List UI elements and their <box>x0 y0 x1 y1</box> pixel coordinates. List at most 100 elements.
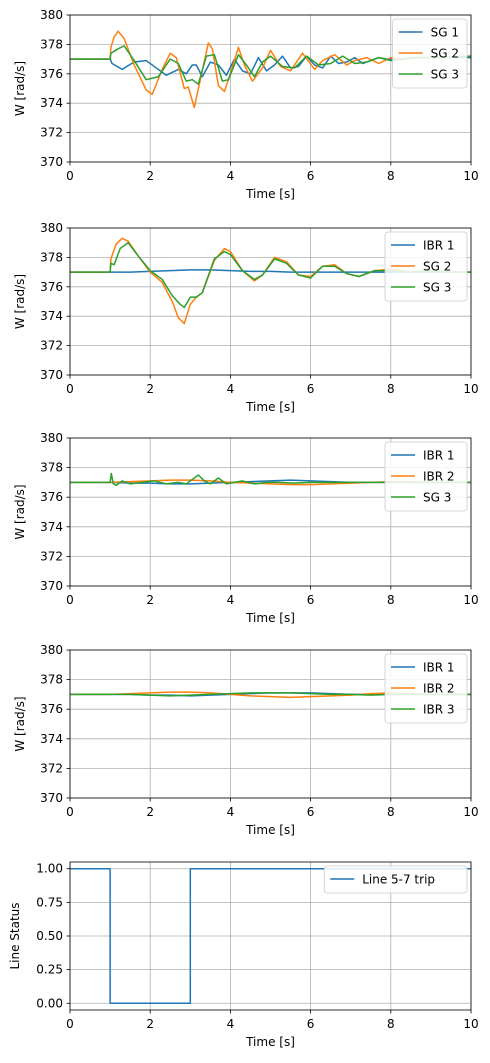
y-tick-label: 374 <box>40 520 63 534</box>
x-tick-label: 2 <box>146 382 154 396</box>
x-tick-label: 0 <box>66 169 74 183</box>
series-line-3 <box>70 45 471 85</box>
x-tick-label: 8 <box>387 805 395 819</box>
x-tick-label: 8 <box>387 382 395 396</box>
y-tick-label: 376 <box>40 67 63 81</box>
x-tick-label: 10 <box>463 169 478 183</box>
x-tick-label: 8 <box>387 169 395 183</box>
subplot-2: 0 2 4 6 8 10 370 372 374 376 378 380 Time [s] W [rad/… <box>13 221 479 414</box>
legend: SG 1 SG 2 SG 3 <box>392 18 468 89</box>
x-tick-label: 4 <box>227 593 235 607</box>
legend: Line 5-7 trip <box>323 865 468 894</box>
y-tick-label: 372 <box>40 126 63 140</box>
subplot-3: 0 2 4 6 8 10 370 372 374 376 378 380 Time [s] W [rad/… <box>13 431 479 625</box>
legend-box <box>384 231 468 302</box>
y-tick-label: 0.50 <box>36 929 63 943</box>
x-tick-label: 0 <box>66 382 74 396</box>
y-tick-label: 380 <box>40 8 63 22</box>
legend-label: Line 5-7 trip <box>362 873 435 887</box>
axes-frame <box>69 227 472 376</box>
axes-frame <box>69 649 472 799</box>
y-tick-label: 378 <box>40 673 63 687</box>
x-tick-label: 6 <box>307 805 315 819</box>
x-tick-label: 4 <box>227 1017 235 1031</box>
x-tick-label: 8 <box>387 1017 395 1031</box>
x-tick-label: 2 <box>146 169 154 183</box>
y-tick-label: 372 <box>40 549 63 563</box>
x-tick-label: 0 <box>66 1017 74 1031</box>
y-tick-label: 372 <box>40 761 63 775</box>
x-axis-label: Time [s] <box>245 823 295 837</box>
x-axis-label: Time [s] <box>245 611 295 625</box>
legend-label: IBR 1 <box>423 661 455 675</box>
axes-frame <box>69 14 472 163</box>
y-tick-label: 380 <box>40 221 63 235</box>
x-tick-label: 6 <box>307 1017 315 1031</box>
y-tick-label: 380 <box>40 431 63 445</box>
legend-label: IBR 2 <box>423 470 455 484</box>
x-tick-label: 10 <box>463 1017 478 1031</box>
y-axis-label: Line Status <box>8 902 22 969</box>
x-tick-label: 0 <box>66 593 74 607</box>
legend-box <box>384 441 468 512</box>
x-tick-label: 10 <box>463 593 478 607</box>
x-tick-label: 4 <box>227 805 235 819</box>
series-line-3 <box>70 472 471 487</box>
y-tick-label: 374 <box>40 96 63 110</box>
x-tick-label: 6 <box>307 382 315 396</box>
y-tick-label: 376 <box>40 280 63 294</box>
x-tick-label: 0 <box>66 805 74 819</box>
y-tick-label: 1.00 <box>36 862 63 876</box>
y-tick-label: 0.00 <box>36 996 63 1010</box>
subplot-4: 0 2 4 6 8 10 370 372 374 376 378 380 Time [s] W [rad/… <box>13 643 479 837</box>
x-tick-label: 2 <box>146 593 154 607</box>
legend-label: IBR 2 <box>423 682 455 696</box>
y-tick-label: 376 <box>40 490 63 504</box>
x-axis-label: Time [s] <box>245 187 295 201</box>
series-line-3 <box>70 692 471 697</box>
y-tick-label: 380 <box>40 643 63 657</box>
legend-label: SG 3 <box>423 281 451 295</box>
y-axis-label: W [rad/s] <box>13 274 27 329</box>
y-tick-label: 374 <box>40 732 63 746</box>
y-tick-label: 378 <box>40 37 63 51</box>
legend-label: SG 1 <box>431 26 459 40</box>
x-axis-label: Time [s] <box>245 400 295 414</box>
y-tick-label: 374 <box>40 309 63 323</box>
series-line-3 <box>70 241 471 309</box>
legend-label: SG 2 <box>423 260 451 274</box>
legend-label: SG 2 <box>431 47 459 61</box>
axes-frame <box>69 437 472 587</box>
legend-box <box>392 18 468 89</box>
y-tick-label: 0.25 <box>36 963 63 977</box>
x-tick-label: 2 <box>146 1017 154 1031</box>
y-tick-label: 372 <box>40 339 63 353</box>
x-tick-label: 6 <box>307 169 315 183</box>
y-tick-label: 378 <box>40 461 63 475</box>
subplot-1: 0 2 4 6 8 10 370 372 374 376 378 380 Time [s] W [rad/… <box>13 8 479 201</box>
x-tick-label: 6 <box>307 593 315 607</box>
y-tick-label: 370 <box>40 368 63 382</box>
series-line-1 <box>70 867 471 1005</box>
legend: IBR 1 IBR 2 IBR 3 <box>384 653 468 724</box>
y-axis-label: W [rad/s] <box>13 484 27 539</box>
y-tick-label: 376 <box>40 702 63 716</box>
y-tick-label: 370 <box>40 579 63 593</box>
x-tick-label: 2 <box>146 805 154 819</box>
x-tick-label: 10 <box>463 805 478 819</box>
legend: IBR 1 SG 2 SG 3 <box>384 231 468 302</box>
x-tick-label: 4 <box>227 169 235 183</box>
y-tick-label: 0.75 <box>36 895 63 909</box>
legend-label: SG 3 <box>431 68 459 82</box>
legend-label: IBR 1 <box>423 449 455 463</box>
x-axis-label: Time [s] <box>245 1035 295 1049</box>
legend-label: IBR 1 <box>423 239 455 253</box>
x-tick-label: 4 <box>227 382 235 396</box>
legend-label: SG 3 <box>423 491 451 505</box>
legend-box <box>384 653 468 724</box>
subplot-5: 0 2 4 6 8 10 0.00 0.25 0.50 0.75 1.00 Time [s] Line … <box>8 861 479 1049</box>
y-tick-label: 378 <box>40 250 63 264</box>
legend: IBR 1 IBR 2 SG 3 <box>384 441 468 512</box>
y-axis-label: W [rad/s] <box>13 696 27 751</box>
